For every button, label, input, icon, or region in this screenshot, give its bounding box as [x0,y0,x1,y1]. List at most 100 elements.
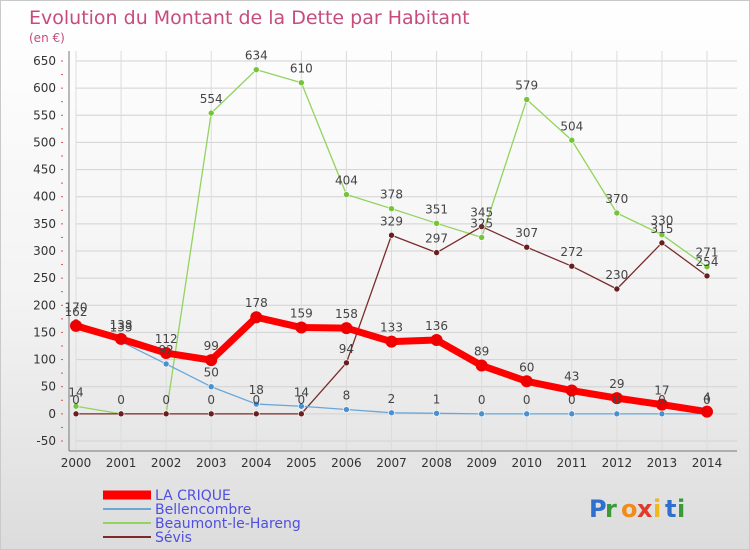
legend-label: LA CRIQUE [155,488,231,504]
data-point [343,191,350,198]
legend-label: Beaumont-le-Hareng [155,516,301,532]
data-label: 159 [290,307,313,321]
data-label: 610 [290,62,313,76]
data-label: 579 [515,79,538,93]
data-label: 29 [609,377,624,391]
data-point [478,223,485,230]
legend-label: Sévis [155,530,192,546]
data-point [613,285,621,293]
data-label: 133 [110,321,133,335]
x-tick-label: 2012 [602,456,633,470]
data-label: 0 [298,393,306,407]
y-tick-label: 200 [33,298,56,312]
data-label: 94 [339,342,354,356]
brand-letter: r [605,495,617,523]
y-tick-label: 400 [33,190,56,204]
data-label: 325 [470,216,493,230]
y-tick-label: 450 [33,163,56,177]
data-label: 43 [564,370,579,384]
data-point [205,354,218,367]
data-point [568,262,576,270]
data-point [298,410,305,418]
data-point [701,405,713,418]
data-label: 18 [249,383,264,397]
brand-letter: o [621,495,638,523]
data-point [207,383,215,391]
y-tick-label: 650 [33,54,56,68]
data-point [388,231,395,239]
data-label: 0 [568,393,576,407]
data-label: 297 [425,232,448,246]
x-tick-label: 2002 [151,456,182,470]
data-point [160,347,173,360]
brand-letter: t [665,495,676,523]
data-label: 378 [380,188,403,202]
data-point [162,410,170,418]
data-label: 554 [200,92,223,106]
data-point [475,359,488,372]
data-point [162,360,170,368]
data-point [207,109,215,117]
data-point [70,319,82,332]
data-point [298,402,305,410]
data-label: 60 [519,360,534,374]
data-point [655,398,668,411]
data-label: 17 [654,384,669,398]
data-point [610,392,623,405]
x-tick-label: 2003 [196,456,227,470]
x-tick-label: 2006 [331,456,362,470]
data-label: 138 [110,318,133,332]
data-point [568,136,576,144]
data-label: 133 [380,321,403,335]
data-point [72,410,80,418]
data-label: 329 [380,214,403,228]
data-point [252,400,260,408]
series-s-vis [72,223,711,418]
x-tick-label: 2014 [692,456,723,470]
data-label: 0 [207,393,215,407]
legend-label: Bellencombre [155,502,251,518]
y-tick-label: 550 [33,108,56,122]
data-point [388,409,395,417]
data-label: 0 [658,393,666,407]
data-label: 370 [605,192,628,206]
data-point [523,96,531,103]
chart-title: Evolution du Montant de la Dette par Hab… [29,7,470,29]
y-tick-label: 350 [33,217,56,231]
y-tick-label: 300 [33,244,56,258]
data-label: 0 [117,393,125,407]
data-label: 50 [204,366,219,380]
brand-letter: i [653,495,661,523]
data-point [433,220,440,227]
data-label: 170 [65,301,88,315]
data-point [658,410,666,418]
brand-letter: x [637,495,653,523]
x-tick-label: 2008 [421,456,452,470]
data-label: 178 [245,296,268,310]
x-tick-label: 2000 [61,456,92,470]
data-point [568,410,576,418]
data-label: 315 [650,222,673,236]
data-point [658,239,666,247]
data-point [433,249,440,256]
data-point [433,410,440,417]
data-label: 330 [650,214,673,228]
data-point [613,410,621,418]
y-tick-label: 500 [33,135,56,149]
data-label: 89 [474,345,489,359]
data-point [658,231,666,239]
data-point [207,410,215,418]
data-label: 230 [605,268,628,282]
data-point [385,335,398,348]
x-tick-label: 2011 [557,456,588,470]
data-point [340,322,353,335]
data-label: 504 [560,119,583,133]
data-label: 0 [523,393,531,407]
data-label: 0 [478,393,486,407]
y-tick-label: 50 [41,380,56,394]
data-point [565,384,578,397]
data-label: 307 [515,226,538,240]
data-point [298,79,305,87]
data-point [72,402,80,410]
